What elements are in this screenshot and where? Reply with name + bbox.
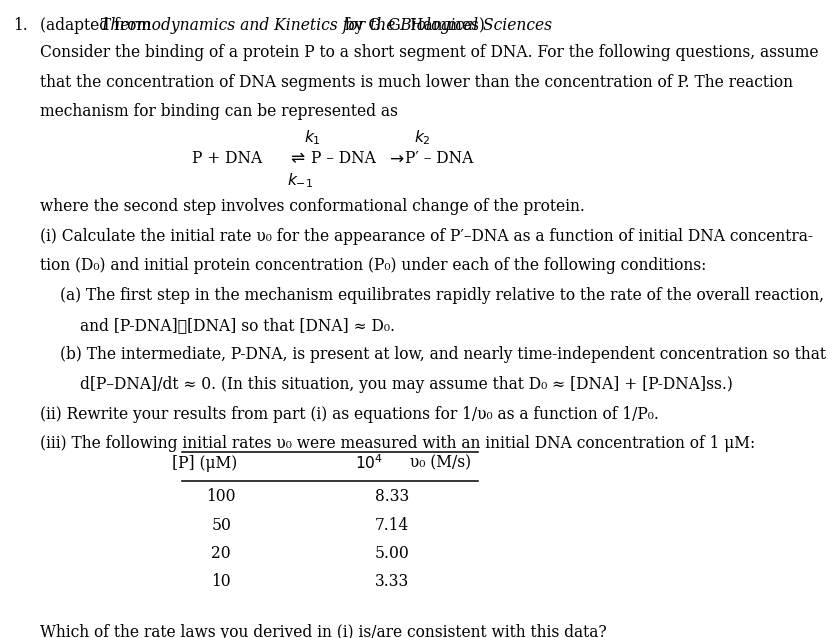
- Text: 100: 100: [206, 488, 236, 505]
- Text: (adapted from: (adapted from: [40, 17, 156, 34]
- Text: (b) The intermediate, P-DNA, is present at low, and nearly time-independent conc: (b) The intermediate, P-DNA, is present …: [60, 346, 826, 364]
- Text: mechanism for binding can be represented as: mechanism for binding can be represented…: [40, 103, 398, 121]
- Text: (a) The first step in the mechanism equilibrates rapidly relative to the rate of: (a) The first step in the mechanism equi…: [60, 287, 824, 304]
- Text: Which of the rate laws you derived in (i) is/are consistent with this data?: Which of the rate laws you derived in (i…: [40, 623, 607, 638]
- Text: d[P–DNA]/dt ≈ 0. (In this situation, you may assume that D₀ ≈ [DNA] + [P-DNA]ss.: d[P–DNA]/dt ≈ 0. (In this situation, you…: [80, 376, 732, 393]
- Text: P + DNA: P + DNA: [192, 150, 262, 167]
- Text: (iii) The following initial rates υ₀ were measured with an initial DNA concentra: (iii) The following initial rates υ₀ wer…: [40, 436, 756, 452]
- Text: 7.14: 7.14: [375, 517, 410, 533]
- Text: that the concentration of DNA segments is much lower than the concentration of P: that the concentration of DNA segments i…: [40, 74, 794, 91]
- Text: 8.33: 8.33: [375, 488, 410, 505]
- Text: $k_1$: $k_1$: [303, 129, 320, 147]
- Text: [P] (μM): [P] (μM): [172, 455, 237, 471]
- Text: $10^4$: $10^4$: [355, 455, 384, 473]
- Text: 20: 20: [211, 545, 231, 561]
- Text: $\rightarrow$: $\rightarrow$: [385, 150, 405, 167]
- Text: 5.00: 5.00: [375, 545, 410, 561]
- Text: (i) Calculate the initial rate υ₀ for the appearance of P′–DNA as a function of : (i) Calculate the initial rate υ₀ for th…: [40, 228, 814, 245]
- Text: $k_2$: $k_2$: [414, 129, 431, 147]
- Text: tion (D₀) and initial protein concentration (P₀) under each of the following con: tion (D₀) and initial protein concentrat…: [40, 257, 706, 274]
- Text: and [P-DNA]≪[DNA] so that [DNA] ≈ D₀.: and [P-DNA]≪[DNA] so that [DNA] ≈ D₀.: [80, 317, 395, 334]
- Text: υ₀ (M/s): υ₀ (M/s): [406, 455, 472, 471]
- Text: 1.: 1.: [13, 17, 28, 34]
- Text: Consider the binding of a protein P to a short segment of DNA. For the following: Consider the binding of a protein P to a…: [40, 44, 819, 61]
- Text: 50: 50: [211, 517, 231, 533]
- Text: P′ – DNA: P′ – DNA: [406, 150, 473, 167]
- Text: by G. G. Hammes): by G. G. Hammes): [339, 17, 484, 34]
- Text: $k_{-1}$: $k_{-1}$: [287, 172, 313, 190]
- Text: Thermodynamics and Kinetics for the Biological Sciences: Thermodynamics and Kinetics for the Biol…: [100, 17, 551, 34]
- Text: 10: 10: [211, 573, 231, 590]
- Text: (ii) Rewrite your results from part (i) as equations for 1/υ₀ as a function of 1: (ii) Rewrite your results from part (i) …: [40, 406, 660, 423]
- Text: where the second step involves conformational change of the protein.: where the second step involves conformat…: [40, 198, 585, 215]
- Text: 3.33: 3.33: [375, 573, 410, 590]
- Text: $\rightleftharpoons$: $\rightleftharpoons$: [287, 150, 306, 167]
- Text: P – DNA: P – DNA: [312, 150, 376, 167]
